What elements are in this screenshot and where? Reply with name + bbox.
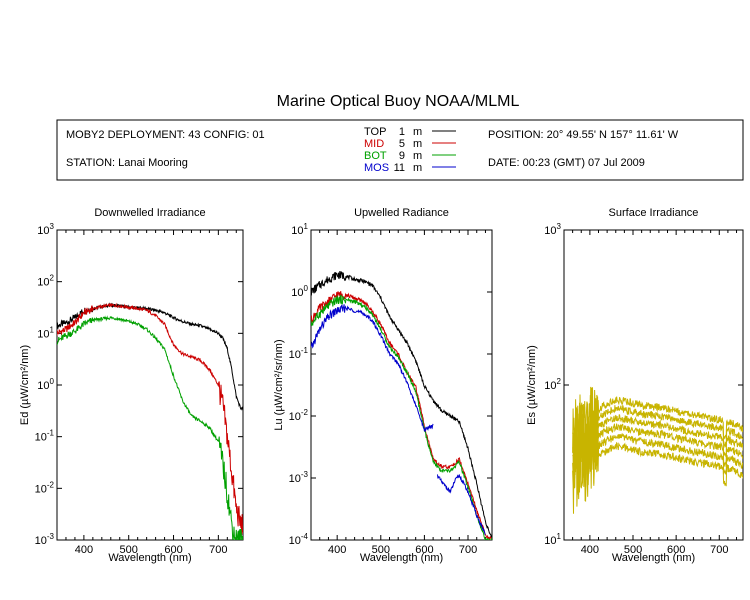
y-axis-label: Ed (µW/cm²/nm)	[19, 345, 31, 425]
legend-label: TOP	[364, 126, 386, 138]
x-axis-label: Wavelength (nm)	[612, 552, 695, 564]
plot-frame	[56, 229, 244, 541]
tick-label: 600	[164, 544, 182, 556]
info-box	[56, 119, 744, 181]
chart-surface-irradiance: Surface Irradiance 400 500 600 700 101 102 103 W…	[526, 207, 744, 564]
tick-label: 103	[544, 222, 561, 237]
tick-label: 500	[624, 544, 642, 556]
legend-unit: m	[413, 162, 422, 174]
tick-label: 700	[209, 544, 227, 556]
deployment-text: MOBY2 DEPLOYMENT: 43 CONFIG: 01	[66, 129, 265, 141]
series-group	[311, 271, 492, 540]
series-top	[311, 271, 492, 540]
series-top	[57, 302, 243, 411]
tick-label: 10-1	[35, 429, 55, 444]
tick-label: 101	[544, 532, 561, 547]
chart-title: Downwelled Irradiance	[94, 207, 205, 219]
tick-label: 10-1	[289, 346, 309, 361]
tick-label: 10-4	[289, 532, 309, 547]
tick-label: 400	[75, 544, 93, 556]
legend-label: MID	[364, 138, 384, 150]
chart-downwelled-irradiance: Downwelled Irradiance 400 500 600 700 10-3 10-…	[19, 207, 244, 564]
date-text: DATE: 00:23 (GMT) 07 Jul 2009	[488, 157, 645, 169]
tick-label: 102	[544, 377, 561, 392]
series-mid	[57, 302, 243, 535]
tick-label: 600	[415, 544, 433, 556]
tick-label: 500	[120, 544, 138, 556]
series-surface-6	[572, 424, 743, 514]
series-group	[57, 302, 243, 540]
legend-depth: 5	[399, 138, 405, 150]
tick-label: 400	[581, 544, 599, 556]
series-group	[572, 386, 743, 514]
legend-label: BOT	[364, 150, 387, 162]
tick-label: 600	[667, 544, 685, 556]
tick-label: 400	[328, 544, 346, 556]
tick-label: 101	[291, 222, 308, 237]
series-surface-5	[572, 416, 743, 495]
series-surface-1	[572, 386, 743, 464]
tick-label: 102	[37, 274, 54, 289]
y-axis-label: Es (µW/cm²/nm)	[526, 345, 538, 425]
position-text: POSITION: 20° 49.55' N 157° 11.61' W	[488, 129, 679, 141]
series-mos	[437, 474, 486, 535]
x-axis-label: Wavelength (nm)	[360, 552, 443, 564]
series-bot	[57, 315, 243, 540]
tick-label: 700	[710, 544, 728, 556]
series-mid	[311, 291, 492, 540]
series-bot	[311, 294, 492, 540]
chart-upwelled-radiance: Upwelled Radiance 400 500 600 700 10-4 10-3 10-…	[273, 207, 493, 564]
plot-frame	[563, 229, 744, 541]
chart-title: Surface Irradiance	[609, 207, 699, 219]
figure-title: Marine Optical Buoy NOAA/MLML	[277, 93, 520, 110]
legend-depth: 1	[399, 126, 405, 138]
series-surface-2	[572, 394, 743, 476]
legend-depth: 11	[394, 162, 405, 174]
tick-label: 10-3	[289, 470, 309, 485]
tick-label: 10-3	[35, 532, 55, 547]
y-axis-label: Lu (µW/cm²/sr/nm)	[273, 339, 285, 430]
tick-label: 100	[37, 377, 54, 392]
series-surface-3	[572, 396, 743, 479]
tick-label: 103	[37, 222, 54, 237]
tick-label: 100	[291, 284, 308, 299]
tick-label: 10-2	[35, 480, 55, 495]
legend-unit: m	[413, 138, 422, 150]
series-surface-4	[572, 411, 743, 484]
tick-label: 10-2	[289, 408, 309, 423]
series-mos	[311, 304, 434, 433]
legend-item-mos: MOS 11 m	[364, 162, 456, 174]
legend-unit: m	[413, 150, 422, 162]
legend-item-mid: MID 5 m	[364, 138, 456, 150]
legend-item-top: TOP 1 m	[364, 126, 456, 138]
legend-unit: m	[413, 126, 422, 138]
legend-label: MOS	[364, 162, 389, 174]
chart-title: Upwelled Radiance	[354, 207, 449, 219]
x-axis-label: Wavelength (nm)	[108, 552, 191, 564]
tick-label: 500	[372, 544, 390, 556]
legend-depth: 9	[399, 150, 405, 162]
tick-label: 700	[459, 544, 477, 556]
plot-frame	[310, 229, 493, 541]
station-text: STATION: Lanai Mooring	[66, 157, 188, 169]
legend-item-bot: BOT 9 m	[364, 150, 456, 162]
tick-label: 101	[37, 325, 54, 340]
